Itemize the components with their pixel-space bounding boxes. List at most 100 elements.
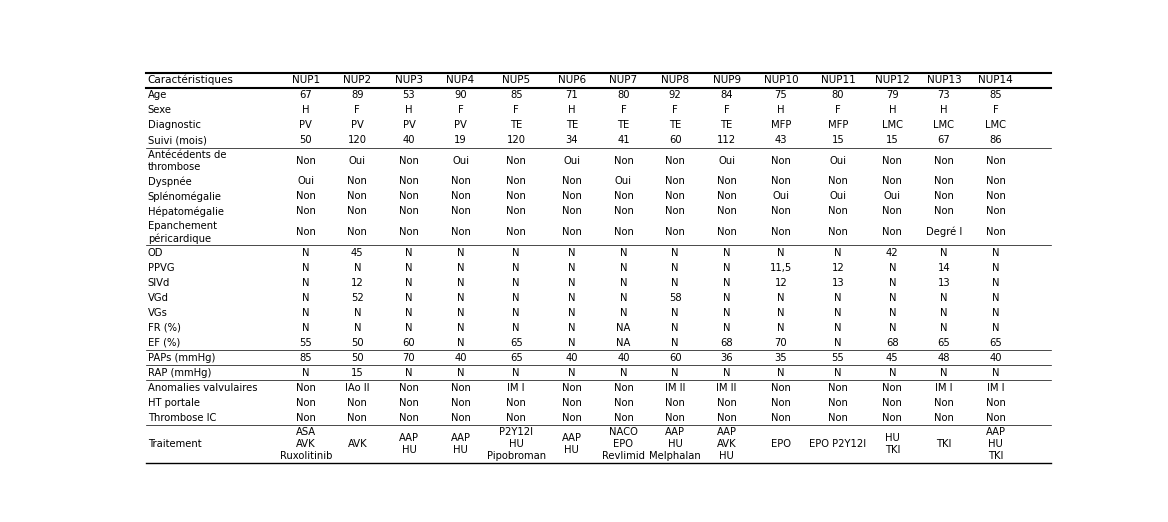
Text: N: N xyxy=(620,278,627,288)
Text: Non: Non xyxy=(934,156,954,166)
Text: N: N xyxy=(354,263,361,272)
Text: 75: 75 xyxy=(774,90,787,100)
Text: Traitement: Traitement xyxy=(148,439,201,449)
Text: N: N xyxy=(354,323,361,333)
Text: VGd: VGd xyxy=(148,293,169,303)
Text: Non: Non xyxy=(506,398,526,408)
Text: Oui: Oui xyxy=(349,156,366,166)
Text: N: N xyxy=(354,307,361,318)
Text: 60: 60 xyxy=(403,338,416,348)
Text: IM II: IM II xyxy=(716,383,737,393)
Text: N: N xyxy=(672,367,679,378)
Text: H: H xyxy=(777,105,785,115)
Text: N: N xyxy=(457,278,465,288)
Text: N: N xyxy=(834,323,842,333)
Text: 40: 40 xyxy=(403,135,415,145)
Text: 12: 12 xyxy=(832,263,844,272)
Text: N: N xyxy=(620,263,627,272)
Text: Non: Non xyxy=(562,413,582,423)
Text: 85: 85 xyxy=(510,90,522,100)
Text: N: N xyxy=(834,293,842,303)
Text: Non: Non xyxy=(562,383,582,393)
Text: 42: 42 xyxy=(887,247,898,258)
Text: Non: Non xyxy=(986,192,1006,201)
Text: 65: 65 xyxy=(510,338,522,348)
Text: N: N xyxy=(723,293,730,303)
Text: 85: 85 xyxy=(989,90,1002,100)
Text: 80: 80 xyxy=(832,90,844,100)
Text: N: N xyxy=(513,247,520,258)
Text: N: N xyxy=(889,263,896,272)
Text: N: N xyxy=(457,338,465,348)
Text: Non: Non xyxy=(613,227,633,237)
Text: 112: 112 xyxy=(717,135,736,145)
Text: NUP12: NUP12 xyxy=(875,75,910,85)
Text: Non: Non xyxy=(771,176,791,186)
Text: Non: Non xyxy=(506,192,526,201)
Text: N: N xyxy=(457,293,465,303)
Text: F: F xyxy=(620,105,626,115)
Text: Non: Non xyxy=(562,227,582,237)
Text: N: N xyxy=(513,293,520,303)
Text: NUP11: NUP11 xyxy=(821,75,855,85)
Text: F: F xyxy=(673,105,677,115)
Text: PV: PV xyxy=(350,120,363,130)
Text: N: N xyxy=(457,247,465,258)
Text: 13: 13 xyxy=(938,278,951,288)
Text: AAP
HU: AAP HU xyxy=(399,433,419,455)
Text: AVK: AVK xyxy=(348,439,367,449)
Text: N: N xyxy=(457,307,465,318)
Text: Non: Non xyxy=(296,413,315,423)
Text: N: N xyxy=(992,323,1000,333)
Text: HU
TKI: HU TKI xyxy=(884,433,901,455)
Text: Non: Non xyxy=(451,192,471,201)
Text: N: N xyxy=(889,278,896,288)
Text: Non: Non xyxy=(613,156,633,166)
Text: Non: Non xyxy=(451,383,471,393)
Text: Oui: Oui xyxy=(452,156,470,166)
Text: N: N xyxy=(513,323,520,333)
Text: HT portale: HT portale xyxy=(148,398,200,408)
Text: NUP4: NUP4 xyxy=(446,75,474,85)
Text: N: N xyxy=(834,307,842,318)
Text: Non: Non xyxy=(562,176,582,186)
Text: N: N xyxy=(457,323,465,333)
Text: F: F xyxy=(993,105,999,115)
Text: 55: 55 xyxy=(299,338,312,348)
Text: N: N xyxy=(303,293,310,303)
Text: AAP
HU
Melphalan: AAP HU Melphalan xyxy=(649,426,701,461)
Text: Non: Non xyxy=(828,383,848,393)
Text: Degré I: Degré I xyxy=(926,227,962,238)
Text: 73: 73 xyxy=(938,90,951,100)
Text: Non: Non xyxy=(506,227,526,237)
Text: F: F xyxy=(458,105,464,115)
Text: 50: 50 xyxy=(352,338,363,348)
Text: 92: 92 xyxy=(669,90,681,100)
Text: 89: 89 xyxy=(352,90,363,100)
Text: 35: 35 xyxy=(774,353,787,363)
Text: EPO P2Y12I: EPO P2Y12I xyxy=(809,439,867,449)
Text: N: N xyxy=(992,278,1000,288)
Text: 67: 67 xyxy=(938,135,951,145)
Text: N: N xyxy=(777,323,785,333)
Text: Non: Non xyxy=(771,383,791,393)
Text: NUP2: NUP2 xyxy=(343,75,371,85)
Text: N: N xyxy=(940,323,947,333)
Text: N: N xyxy=(303,263,310,272)
Text: Oui: Oui xyxy=(563,156,580,166)
Text: Non: Non xyxy=(347,398,367,408)
Text: 50: 50 xyxy=(299,135,312,145)
Text: TE: TE xyxy=(510,120,522,130)
Text: N: N xyxy=(672,278,679,288)
Text: N: N xyxy=(303,307,310,318)
Text: 12: 12 xyxy=(352,278,363,288)
Text: H: H xyxy=(568,105,576,115)
Text: Non: Non xyxy=(717,398,737,408)
Text: Non: Non xyxy=(399,413,419,423)
Text: N: N xyxy=(672,307,679,318)
Text: Thrombose IC: Thrombose IC xyxy=(148,413,216,423)
Text: Non: Non xyxy=(717,413,737,423)
Text: Non: Non xyxy=(399,176,419,186)
Text: F: F xyxy=(514,105,519,115)
Text: 40: 40 xyxy=(989,353,1002,363)
